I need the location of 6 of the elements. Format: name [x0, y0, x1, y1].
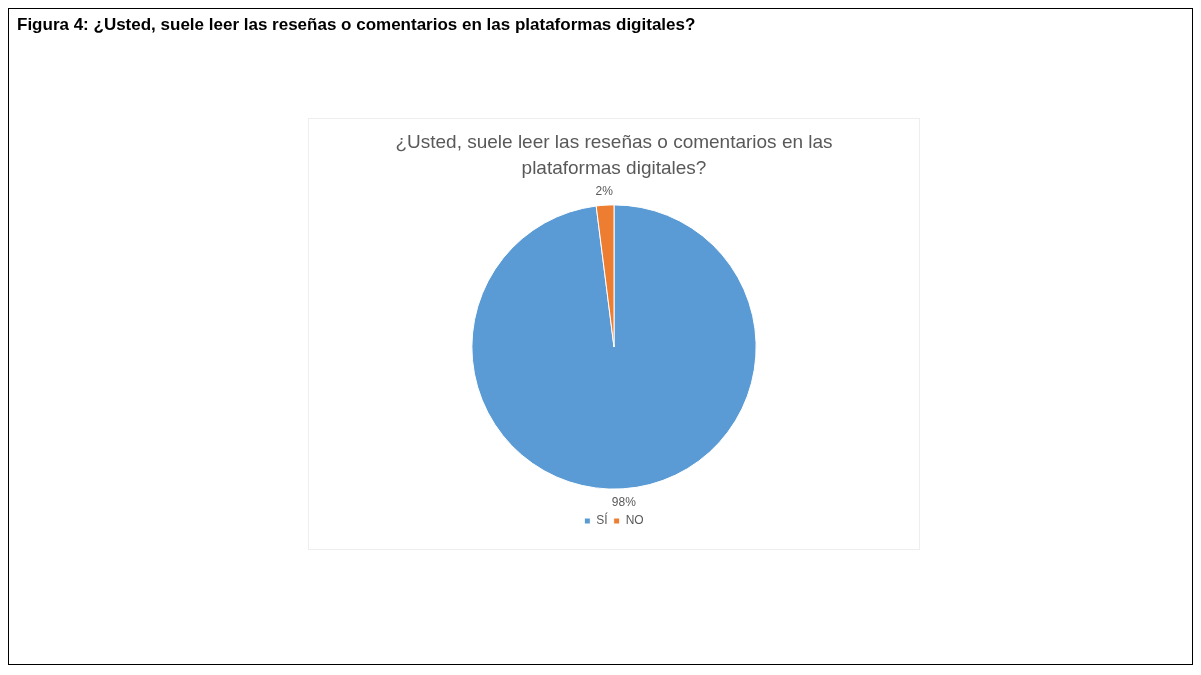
- legend-label: NO: [625, 513, 644, 528]
- data-label: 2%: [595, 183, 614, 198]
- chart-subtitle: ¿Usted, suele leer las reseñas o comentarios en las plataformas digitales?: [394, 130, 834, 180]
- chart-title: Figura 4: ¿Usted, suele leer las reseñas o comentarios en las plataformas digitales?: [16, 14, 697, 36]
- legend-label: SÍ: [596, 512, 609, 528]
- data-label: 98%: [611, 495, 637, 510]
